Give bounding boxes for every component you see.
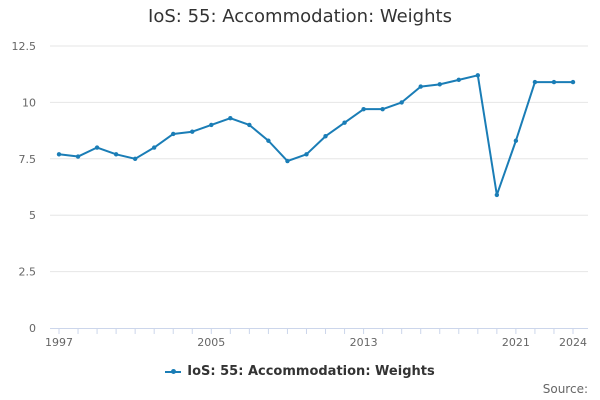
data-point[interactable] <box>513 138 519 143</box>
data-point[interactable] <box>75 154 81 159</box>
data-point[interactable] <box>228 115 233 121</box>
data-point[interactable] <box>570 79 576 85</box>
data-point[interactable] <box>551 79 557 85</box>
legend-line-icon <box>165 368 182 376</box>
x-tick-label: 2024 <box>559 336 587 349</box>
data-point[interactable] <box>94 145 100 150</box>
data-point[interactable] <box>56 152 62 157</box>
data-point[interactable] <box>151 145 157 150</box>
y-tick-label: 5 <box>29 209 36 222</box>
x-axis <box>50 328 588 334</box>
legend-item[interactable]: IoS: 55: Accommodation: Weights <box>165 364 435 379</box>
data-point[interactable] <box>380 106 385 112</box>
data-point[interactable] <box>209 122 214 128</box>
legend[interactable]: IoS: 55: Accommodation: Weights <box>0 364 600 380</box>
data-point[interactable] <box>304 152 309 157</box>
data-point[interactable] <box>266 138 271 143</box>
series-line <box>58 74 574 196</box>
data-point[interactable] <box>399 100 404 105</box>
x-tick-label: 2013 <box>350 336 378 349</box>
y-tick-label: 7.5 <box>19 153 37 166</box>
x-axis-labels: 1997 2005 2013 2021 2024 <box>45 336 587 349</box>
data-point[interactable] <box>437 82 442 87</box>
y-tick-label: 10 <box>22 96 36 109</box>
x-tick-label: 2005 <box>197 336 225 349</box>
y-tick-label: 0 <box>29 322 36 335</box>
data-point[interactable] <box>285 158 290 164</box>
data-point[interactable] <box>247 122 252 128</box>
grid-lines <box>50 45 588 273</box>
x-tick-label: 2021 <box>502 336 530 349</box>
series-layer <box>56 73 576 198</box>
data-point[interactable] <box>494 192 500 198</box>
credits[interactable]: Source: <box>542 382 588 396</box>
y-axis-labels: 0 2.5 5 7.5 10 12.5 <box>12 40 37 335</box>
data-point[interactable] <box>361 106 366 112</box>
data-point[interactable] <box>113 152 119 157</box>
y-tick-label: 2.5 <box>19 266 37 279</box>
data-point[interactable] <box>418 84 423 89</box>
data-point[interactable] <box>532 79 538 85</box>
data-point[interactable] <box>171 131 176 137</box>
data-point[interactable] <box>132 156 138 161</box>
data-point[interactable] <box>475 73 481 78</box>
chart-title: IoS: 55: Accommodation: Weights <box>148 6 452 27</box>
y-tick-label: 12.5 <box>12 40 37 53</box>
data-point[interactable] <box>323 134 328 139</box>
data-point[interactable] <box>456 77 461 83</box>
data-point[interactable] <box>342 120 347 125</box>
x-tick-label: 1997 <box>45 336 73 349</box>
legend-label: IoS: 55: Accommodation: Weights <box>187 364 435 379</box>
data-point[interactable] <box>190 129 195 134</box>
